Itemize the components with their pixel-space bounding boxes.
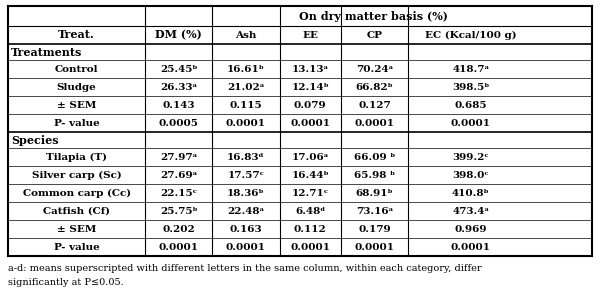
- Text: P- value: P- value: [54, 118, 100, 128]
- Text: Common carp (Cc): Common carp (Cc): [23, 188, 131, 198]
- Text: DM (%): DM (%): [155, 29, 202, 40]
- Text: 0.685: 0.685: [455, 100, 487, 110]
- Text: 13.13ᵃ: 13.13ᵃ: [292, 65, 329, 73]
- Text: 73.16ᵃ: 73.16ᵃ: [356, 207, 393, 215]
- Text: ± SEM: ± SEM: [57, 100, 97, 110]
- Text: 0.969: 0.969: [455, 225, 487, 233]
- Text: 0.112: 0.112: [294, 225, 326, 233]
- Text: 0.179: 0.179: [358, 225, 391, 233]
- Text: 0.0001: 0.0001: [355, 118, 394, 128]
- Text: 65.98 ᵇ: 65.98 ᵇ: [354, 170, 395, 180]
- Text: 17.57ᶜ: 17.57ᶜ: [227, 170, 265, 180]
- Text: Sludge: Sludge: [57, 83, 97, 91]
- Text: Silver carp (Sc): Silver carp (Sc): [32, 170, 121, 180]
- Text: 22.48ᵃ: 22.48ᵃ: [227, 207, 265, 215]
- Text: ± SEM: ± SEM: [57, 225, 97, 233]
- Text: 0.0001: 0.0001: [355, 242, 394, 252]
- Text: Control: Control: [55, 65, 98, 73]
- Text: 17.06ᵃ: 17.06ᵃ: [292, 152, 329, 162]
- Text: EC (Kcal/100 g): EC (Kcal/100 g): [425, 30, 517, 39]
- Text: P- value: P- value: [54, 242, 100, 252]
- Text: Ash: Ash: [235, 31, 257, 39]
- Text: Catfish (Cf): Catfish (Cf): [43, 207, 110, 215]
- Text: 0.0005: 0.0005: [159, 118, 199, 128]
- Text: Treatments: Treatments: [11, 47, 82, 58]
- Text: 12.71ᶜ: 12.71ᶜ: [292, 188, 329, 197]
- Text: Treat.: Treat.: [58, 29, 95, 40]
- Text: 27.69ᵃ: 27.69ᵃ: [160, 170, 197, 180]
- Text: 0.079: 0.079: [294, 100, 326, 110]
- Text: 399.2ᶜ: 399.2ᶜ: [452, 152, 489, 162]
- Text: 25.75ᵇ: 25.75ᵇ: [160, 207, 197, 215]
- Text: 0.127: 0.127: [358, 100, 391, 110]
- Text: 21.02ᵃ: 21.02ᵃ: [227, 83, 265, 91]
- Text: 0.0001: 0.0001: [290, 118, 330, 128]
- Text: Tilapia (T): Tilapia (T): [46, 152, 107, 162]
- Text: 68.91ᵇ: 68.91ᵇ: [356, 188, 393, 197]
- Text: 473.4ᵃ: 473.4ᵃ: [452, 207, 490, 215]
- Text: 27.97ᵃ: 27.97ᵃ: [160, 152, 197, 162]
- Text: 0.0001: 0.0001: [226, 118, 266, 128]
- Text: 0.0001: 0.0001: [290, 242, 330, 252]
- Text: 16.61ᵇ: 16.61ᵇ: [227, 65, 265, 73]
- Text: 16.44ᵇ: 16.44ᵇ: [292, 170, 329, 180]
- Text: CP: CP: [367, 31, 382, 39]
- Text: 18.36ᵇ: 18.36ᵇ: [227, 188, 265, 197]
- Text: 398.0ᶜ: 398.0ᶜ: [452, 170, 489, 180]
- Text: Species: Species: [11, 135, 59, 145]
- Text: 0.0001: 0.0001: [451, 242, 491, 252]
- Text: 66.09 ᵇ: 66.09 ᵇ: [354, 152, 395, 162]
- Text: 0.0001: 0.0001: [226, 242, 266, 252]
- Text: 0.115: 0.115: [230, 100, 262, 110]
- Text: 70.24ᵃ: 70.24ᵃ: [356, 65, 393, 73]
- Text: 0.202: 0.202: [163, 225, 195, 233]
- Text: 0.0001: 0.0001: [451, 118, 491, 128]
- Text: 26.33ᵃ: 26.33ᵃ: [160, 83, 197, 91]
- Text: 25.45ᵇ: 25.45ᵇ: [160, 65, 197, 73]
- Text: 6.48ᵈ: 6.48ᵈ: [295, 207, 325, 215]
- Text: 22.15ᶜ: 22.15ᶜ: [160, 188, 197, 197]
- Text: 12.14ᵇ: 12.14ᵇ: [292, 83, 329, 91]
- Text: 0.0001: 0.0001: [159, 242, 199, 252]
- Text: EE: EE: [302, 31, 318, 39]
- Text: 410.8ᵇ: 410.8ᵇ: [452, 188, 490, 197]
- Text: significantly at P≤0.05.: significantly at P≤0.05.: [8, 278, 124, 287]
- Text: 398.5ᵇ: 398.5ᵇ: [452, 83, 490, 91]
- Text: a-d: means superscripted with different letters in the same column, within each : a-d: means superscripted with different …: [8, 264, 482, 273]
- Text: 16.83ᵈ: 16.83ᵈ: [227, 152, 265, 162]
- Text: 0.163: 0.163: [230, 225, 262, 233]
- Text: 0.143: 0.143: [163, 100, 195, 110]
- Text: On dry matter basis (%): On dry matter basis (%): [299, 10, 448, 21]
- Text: 66.82ᵇ: 66.82ᵇ: [356, 83, 394, 91]
- Text: 418.7ᵃ: 418.7ᵃ: [452, 65, 490, 73]
